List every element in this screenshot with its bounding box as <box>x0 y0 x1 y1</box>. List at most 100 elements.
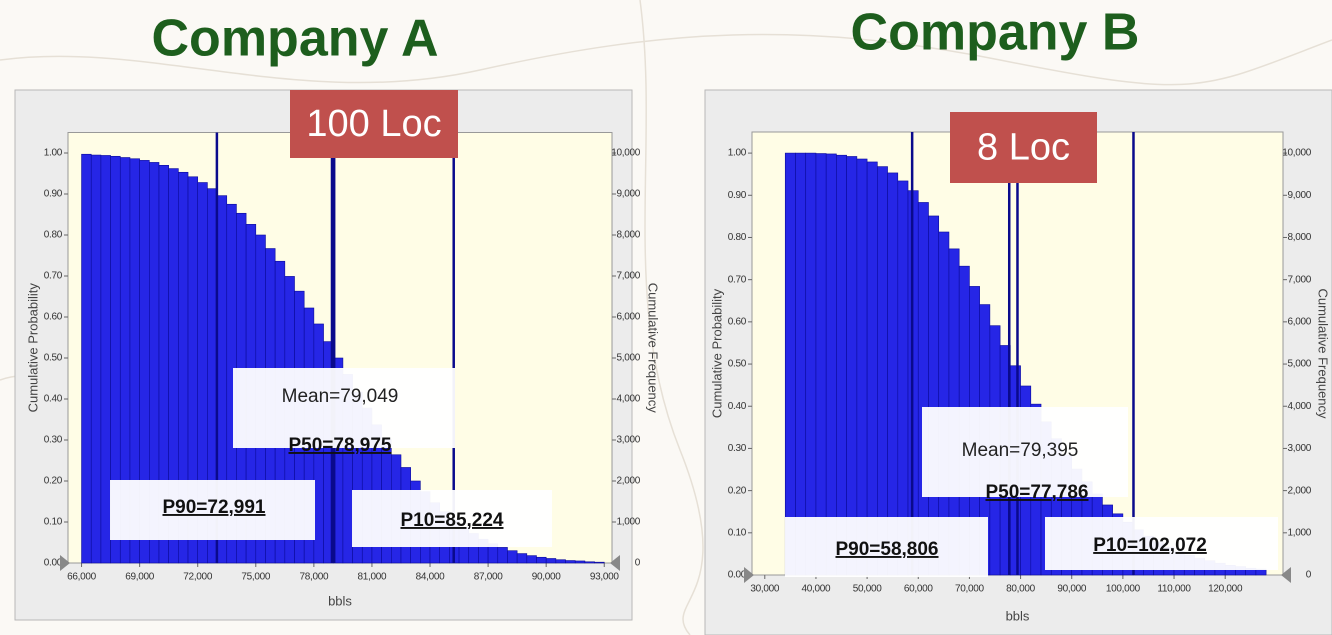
bar <box>877 166 888 576</box>
y-tick-label: 0.20 <box>728 485 747 496</box>
chart-title: Company B <box>851 4 1140 62</box>
x-tick-label: 110,000 <box>1157 584 1191 595</box>
x-tick-label: 66,000 <box>67 572 97 583</box>
x-tick-label: 93,000 <box>590 572 620 583</box>
y-tick-label: 0.80 <box>728 232 747 243</box>
y2-axis-label: Cumulative Frequency <box>1316 288 1331 419</box>
y2-tick-label: 10,000 <box>611 148 641 159</box>
bar <box>545 558 557 564</box>
y-tick-label: 0.50 <box>44 353 63 364</box>
y2-tick-label: 6,000 <box>616 312 640 323</box>
y2-tick-label: 4,000 <box>1287 401 1311 412</box>
y-tick-label: 0.10 <box>728 527 747 538</box>
bar <box>805 152 817 576</box>
annotation: P10=102,072 <box>1093 535 1207 556</box>
y-tick-label: 0.00 <box>728 570 747 581</box>
y-tick-label: 1.00 <box>44 148 63 159</box>
bar <box>497 547 508 564</box>
x-tick-label: 100,000 <box>1106 584 1141 595</box>
bar <box>846 156 858 576</box>
y2-tick-label: 5,000 <box>616 353 640 364</box>
bar <box>90 154 102 564</box>
axis-marker <box>610 555 620 571</box>
x-tick-label: 78,000 <box>299 572 329 583</box>
annotation-box <box>922 407 1128 497</box>
y-axis-label: Cumulative Probability <box>709 288 724 418</box>
y-tick-label: 0.60 <box>728 316 747 327</box>
tag: 8 Loc <box>977 127 1070 169</box>
x-tick-label: 69,000 <box>125 572 155 583</box>
y-tick-label: 0.80 <box>44 230 63 241</box>
x-tick-label: 84,000 <box>416 572 446 583</box>
bar <box>836 154 847 576</box>
y-tick-label: 0.50 <box>728 359 747 370</box>
y-tick-label: 0.30 <box>728 443 747 454</box>
annotation: Mean=79,049 <box>282 386 399 407</box>
bar <box>856 158 868 576</box>
bar <box>526 555 537 564</box>
y2-tick-label: 1,000 <box>1287 527 1311 538</box>
y2-tick-label: 1,000 <box>616 517 640 528</box>
x-axis-label: bbls <box>328 593 352 608</box>
y-tick-label: 0.70 <box>44 271 63 282</box>
y2-tick-label: 7,000 <box>616 271 640 282</box>
y2-tick-label: 8,000 <box>1287 232 1311 243</box>
x-tick-label: 80,000 <box>1006 584 1036 595</box>
x-tick-label: 90,000 <box>1057 584 1087 595</box>
annotation: P50=78,975 <box>288 435 391 456</box>
chart: Company B 0.00 0.10 0.20 0.30 0.40 0.50 0.60 0.7… <box>704 4 1332 635</box>
y2-tick-label: 3,000 <box>616 435 640 446</box>
y-tick-label: 0.10 <box>44 517 63 528</box>
bar <box>825 153 837 576</box>
x-axis-label: bbls <box>1006 608 1030 623</box>
x-tick-label: 75,000 <box>241 572 271 583</box>
x-tick-label: 90,000 <box>532 572 562 583</box>
bar <box>100 155 111 564</box>
y2-tick-label: 9,000 <box>616 189 640 200</box>
y-axis-label: Cumulative Probability <box>25 283 40 413</box>
y-tick-label: 1.00 <box>728 148 747 159</box>
annotation-box <box>1045 517 1278 570</box>
bar <box>887 172 899 576</box>
bar <box>516 553 528 564</box>
annotation: P90=58,806 <box>835 539 938 560</box>
tag-box <box>290 90 458 158</box>
bar <box>565 560 576 564</box>
y-tick-label: 0.90 <box>44 189 63 200</box>
annotation-box <box>110 480 315 540</box>
y2-tick-label: 9,000 <box>1287 190 1311 201</box>
y2-tick-label: 0 <box>1306 570 1312 581</box>
bar <box>584 561 595 564</box>
tag: 100 Loc <box>306 103 441 145</box>
y-tick-label: 0.20 <box>44 476 63 487</box>
y2-axis-label: Cumulative Frequency <box>646 283 661 414</box>
annotation: P50=77,786 <box>985 482 1088 503</box>
annotation: P90=72,991 <box>162 497 265 518</box>
y-tick-label: 0.70 <box>728 274 747 285</box>
y-tick-label: 0.60 <box>44 312 63 323</box>
y-tick-label: 0.40 <box>728 401 747 412</box>
annotation: Mean=79,395 <box>962 440 1079 461</box>
x-tick-label: 87,000 <box>474 572 504 583</box>
y2-tick-label: 10,000 <box>1282 148 1312 159</box>
y2-tick-label: 5,000 <box>1287 359 1311 370</box>
x-tick-label: 120,000 <box>1208 584 1243 595</box>
x-tick-label: 40,000 <box>802 584 832 595</box>
annotation: P10=85,224 <box>400 510 503 531</box>
y2-tick-label: 6,000 <box>1287 316 1311 327</box>
y2-tick-label: 2,000 <box>616 476 640 487</box>
y-tick-label: 0.40 <box>44 394 63 405</box>
y-tick-label: 0.00 <box>44 558 63 569</box>
annotation-box <box>785 517 988 577</box>
x-tick-label: 81,000 <box>358 572 388 583</box>
axis-marker <box>1281 567 1291 583</box>
bar <box>555 559 566 564</box>
y-tick-label: 0.30 <box>44 435 63 446</box>
x-tick-label: 70,000 <box>955 584 985 595</box>
y2-tick-label: 2,000 <box>1287 485 1311 496</box>
tag-box <box>950 112 1097 183</box>
bar <box>897 180 909 576</box>
annotation-box <box>352 490 552 547</box>
axis-marker <box>744 567 754 583</box>
